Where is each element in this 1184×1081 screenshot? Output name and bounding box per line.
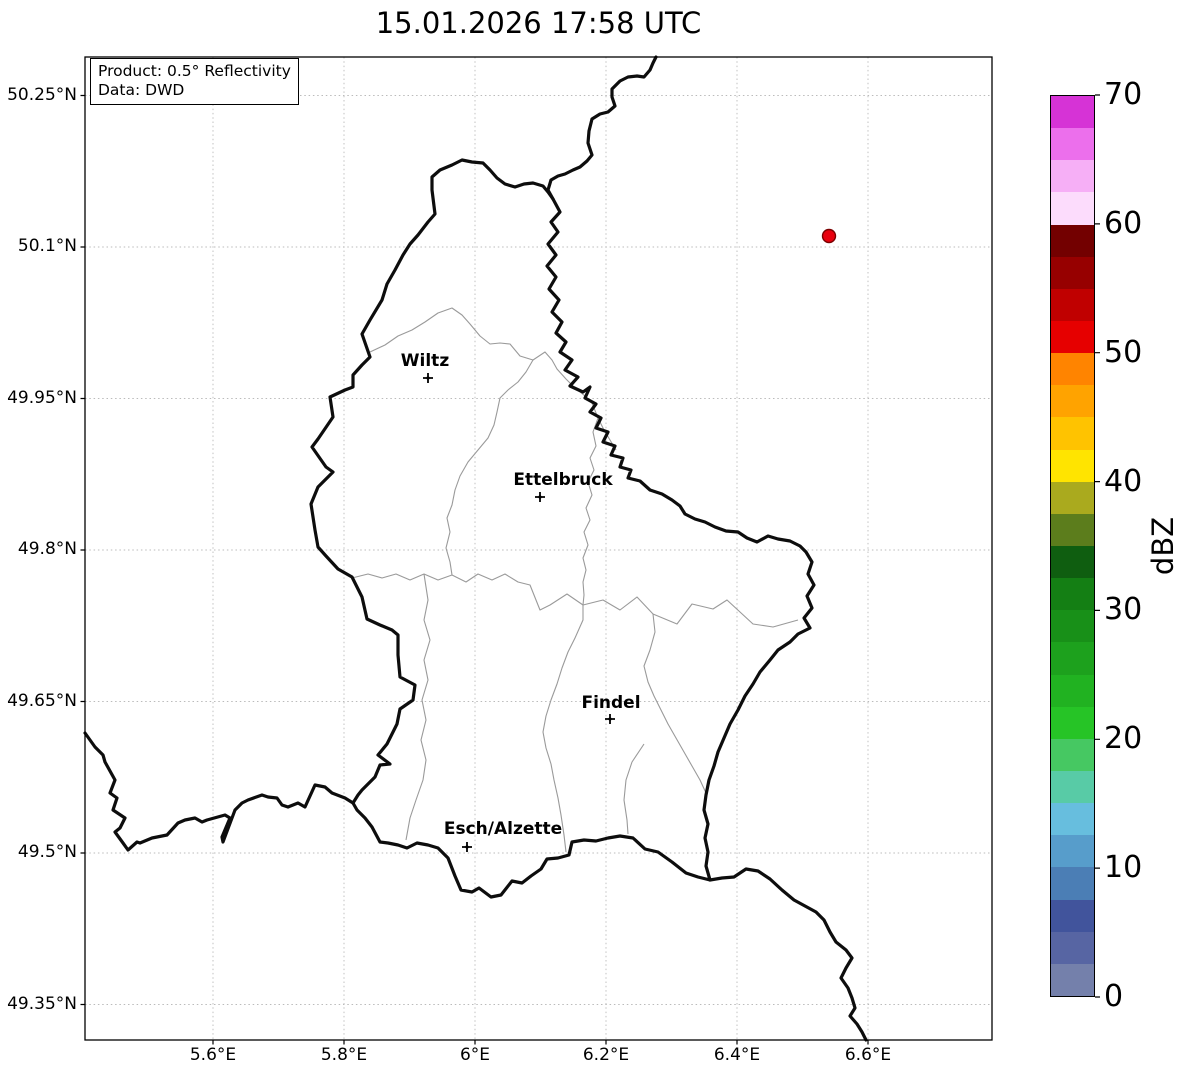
cbar-tick-60: 60 [1104, 205, 1143, 241]
france-belgium-border [83, 731, 355, 852]
colorbar-segment [1051, 160, 1094, 193]
colorbar-segment [1051, 835, 1094, 868]
cbar-tick-0: 0 [1104, 979, 1124, 1014]
colorbar-unit-label: dBZ [1146, 516, 1180, 576]
city-label-ettelbruck: Ettelbruck [513, 470, 613, 490]
axis-tick-marks [80, 94, 869, 1045]
x-tick-6-4: 6.4°E [713, 1045, 761, 1065]
x-tick-5-8: 5.8°E [320, 1045, 368, 1065]
plot-frame [84, 56, 993, 1041]
luxembourg-border [309, 158, 816, 899]
colorbar-segment [1051, 353, 1094, 386]
graticule-gridlines [85, 57, 992, 1040]
plot-title: 15.01.2026 17:58 UTC [375, 6, 702, 40]
colorbar-segment [1051, 931, 1094, 964]
x-tick-6: 6°E [459, 1045, 491, 1065]
x-tick-6-6: 6.6°E [844, 1045, 892, 1065]
y-tick-49-95: 49.95°N [7, 388, 77, 408]
cbar-tick-50: 50 [1104, 334, 1143, 370]
cbar-tick-40: 40 [1104, 463, 1143, 499]
radar-echo-dot [821, 228, 837, 244]
country-borders [83, 55, 868, 1042]
product-info-box: Product: 0.5° Reflectivity Data: DWD [90, 58, 299, 105]
y-tick-50-25: 50.25°N [7, 85, 77, 105]
ettelbruck-marker-icon [535, 492, 545, 502]
colorbar-segment [1051, 674, 1094, 707]
x-tick-5-6: 5.6°E [189, 1045, 237, 1065]
france-germany-border [708, 867, 868, 1042]
colorbar-segment [1051, 320, 1094, 354]
y-tick-49-8: 49.8°N [17, 539, 77, 559]
our-river-border [546, 55, 658, 201]
city-markers [423, 373, 615, 852]
y-tick-49-35: 49.35°N [7, 994, 77, 1014]
colorbar-segment [1051, 899, 1094, 932]
colorbar-segment [1051, 642, 1094, 675]
colorbar-segment [1051, 706, 1094, 739]
y-tick-49-5: 49.5°N [17, 842, 77, 862]
cbar-tick-30: 30 [1104, 592, 1143, 628]
cbar-tick-20: 20 [1104, 721, 1143, 757]
colorbar-segment [1051, 417, 1094, 450]
colorbar-segment [1051, 867, 1094, 900]
colorbar-segment [1051, 770, 1094, 804]
wiltz-marker-icon [423, 373, 433, 383]
colorbar-segment [1051, 96, 1094, 129]
product-info-line2: Data: DWD [98, 81, 185, 99]
colorbar-segment [1051, 578, 1094, 611]
colorbar-segment [1051, 545, 1094, 579]
product-info-line1: Product: 0.5° Reflectivity [98, 62, 291, 80]
colorbar-segment [1051, 128, 1094, 161]
colorbar-tick-marks [1095, 94, 1100, 998]
colorbar-segment [1051, 192, 1094, 225]
colorbar-segment [1051, 224, 1094, 257]
colorbar-segment [1051, 803, 1094, 836]
cbar-tick-70: 70 [1104, 77, 1143, 112]
esch-marker-icon [462, 842, 472, 852]
city-label-findel: Findel [581, 693, 641, 713]
x-tick-6-2: 6.2°E [582, 1045, 630, 1065]
colorbar-segment [1051, 256, 1094, 289]
city-label-wiltz: Wiltz [400, 351, 450, 371]
colorbar-segment [1051, 610, 1094, 643]
colorbar-segment [1051, 449, 1094, 482]
colorbar-segment [1051, 288, 1094, 321]
colorbar-gradient [1050, 95, 1095, 997]
colorbar-segment [1051, 481, 1094, 514]
y-tick-50-1: 50.1°N [17, 236, 77, 256]
colorbar-segment [1051, 513, 1094, 546]
city-label-esch: Esch/Alzette [443, 819, 563, 839]
findel-marker-icon [605, 714, 615, 724]
colorbar-segment [1051, 385, 1094, 418]
colorbar-segment [1051, 738, 1094, 771]
y-tick-49-65: 49.65°N [7, 691, 77, 711]
colorbar-segment [1051, 963, 1094, 996]
cbar-tick-10: 10 [1104, 850, 1143, 886]
